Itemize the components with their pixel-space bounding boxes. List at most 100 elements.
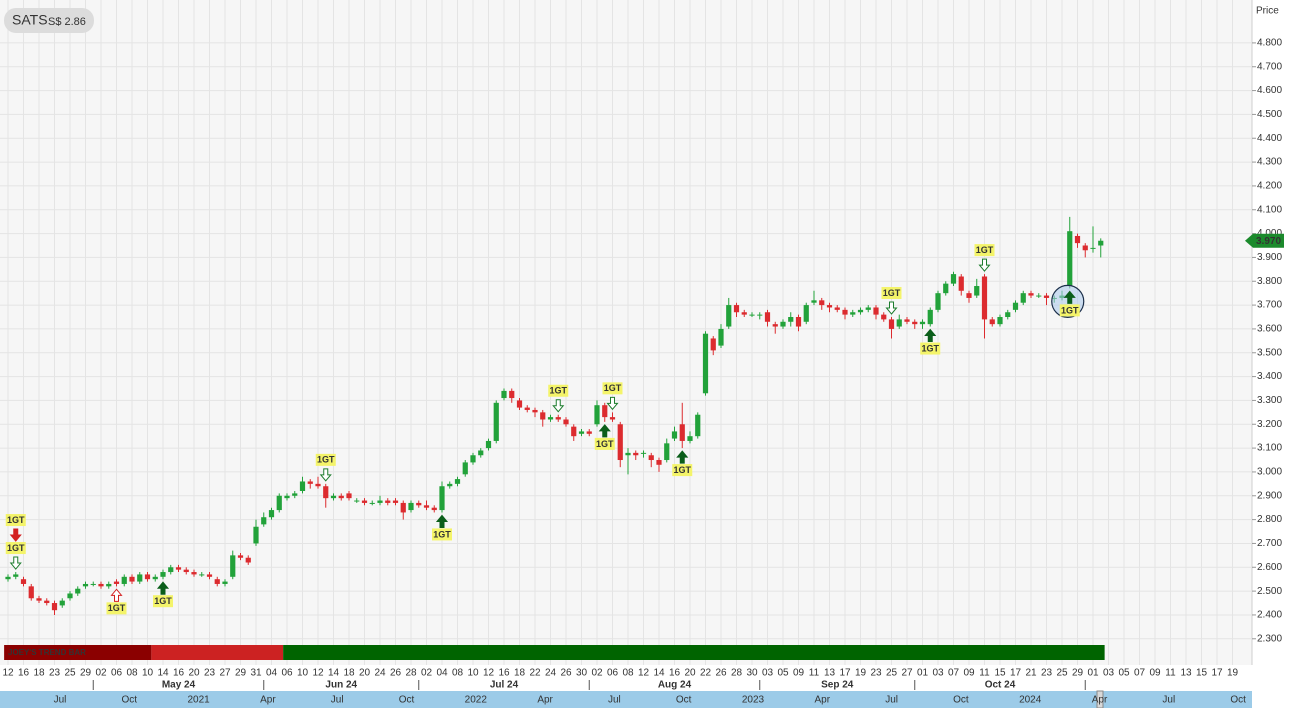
signal-label-box [548, 384, 569, 397]
candle-body [75, 588, 81, 594]
x-tick-label: 21 [1025, 668, 1037, 679]
candle-body [803, 305, 809, 322]
x-tick-label: 02 [95, 668, 107, 679]
x-tick-label: 26 [715, 668, 727, 679]
x-tick-label: 12 [312, 668, 324, 679]
plot-background [0, 0, 1252, 665]
candle-body [447, 483, 453, 487]
candle-body [1098, 240, 1104, 246]
candle-body [385, 500, 391, 503]
candle-body [741, 312, 747, 315]
x-tick-label: 26 [560, 668, 572, 679]
candle-body [369, 502, 375, 504]
navigator-label: 2023 [742, 695, 765, 706]
x-tick-label: 11 [809, 668, 820, 679]
x-tick-label: 04 [266, 668, 278, 679]
candle-body [354, 500, 360, 502]
candle-body [602, 405, 608, 418]
signal-label: 1GT [1061, 305, 1079, 315]
candle-body [772, 324, 778, 327]
candle-body [997, 317, 1003, 325]
signal-label-box [5, 514, 26, 527]
candle-body [702, 333, 709, 394]
candle-body [640, 452, 647, 454]
signal-arrow [9, 556, 22, 570]
signal-label-box [106, 602, 127, 615]
x-tick-label: 10 [467, 668, 479, 679]
x-tick-label: 12 [483, 668, 495, 679]
x-tick-label: 23 [870, 668, 882, 679]
candle-body [284, 495, 290, 499]
y-tick-label: 3.000 [1257, 467, 1282, 478]
x-tick-label: 25 [886, 668, 898, 679]
candle-body [392, 500, 399, 503]
symbol-badge[interactable] [4, 8, 94, 33]
x-tick-label: 25 [1056, 668, 1068, 679]
candle-body [346, 493, 352, 499]
date-axis-background [0, 665, 1292, 691]
candle-body [648, 455, 654, 461]
candle-body [1005, 312, 1011, 318]
x-tick-label: 30 [746, 668, 758, 679]
candle-body [609, 417, 616, 420]
x-tick-label: 30 [576, 668, 588, 679]
candle-body [981, 276, 988, 320]
month-label: Jul 24 [490, 680, 519, 691]
candle-body [160, 572, 166, 577]
signal-label-box [672, 464, 693, 477]
x-tick-label: 16 [498, 668, 510, 679]
candle-body [431, 507, 437, 511]
candle-body [408, 502, 414, 511]
axis-title: Price [1256, 6, 1279, 17]
candle-body [842, 309, 848, 315]
candle-body [90, 583, 96, 585]
x-tick-label: 14 [157, 668, 169, 679]
x-tick-label: 10 [297, 668, 309, 679]
last-price-tag [1245, 233, 1284, 248]
y-tick-label: 4.000 [1257, 228, 1282, 239]
candle-body [555, 417, 561, 420]
candle-body [493, 402, 499, 441]
candle-body [625, 452, 631, 456]
navigator-label: Oct [953, 695, 969, 706]
navigator-handle[interactable] [1096, 690, 1104, 708]
candle-body [245, 557, 251, 563]
navigator-label: Oct [399, 695, 415, 706]
x-tick-label: 11 [1165, 668, 1176, 679]
candle-body [850, 312, 856, 315]
x-tick-label: 12 [2, 668, 14, 679]
navigator-label: Jul [331, 695, 344, 706]
candle-body [516, 400, 523, 408]
candle-body [44, 600, 50, 604]
candle-body [5, 576, 11, 580]
y-tick-label: 4.500 [1257, 109, 1282, 120]
signal-label: 1GT [7, 543, 25, 553]
y-tick-label: 4.600 [1257, 85, 1282, 96]
candle-body [904, 319, 910, 322]
x-tick-label: 13 [824, 668, 836, 679]
x-tick-label: 03 [762, 668, 774, 679]
y-tick-label: 2.400 [1257, 610, 1282, 621]
x-tick-label: 17 [1010, 668, 1022, 679]
x-tick-label: 14 [328, 668, 340, 679]
trend-bar-segment [4, 645, 152, 660]
candle-body [896, 319, 902, 327]
month-label: May 24 [162, 680, 196, 691]
y-tick-label: 4.400 [1257, 133, 1282, 144]
price-axis-background [1252, 0, 1292, 665]
candle-body [199, 574, 205, 576]
navigator[interactable] [0, 691, 1252, 708]
trend-bar-label: JOEY'S TREND BAR [8, 648, 86, 657]
signal-arrow [552, 399, 565, 413]
x-tick-label: 05 [777, 668, 789, 679]
signal-label: 1GT [154, 596, 172, 606]
candle-body [454, 479, 461, 484]
candle-body [1082, 245, 1088, 251]
x-tick-label: 20 [684, 668, 696, 679]
signal-arrow [598, 424, 611, 438]
x-tick-label: 08 [452, 668, 464, 679]
candle-body [710, 338, 716, 351]
candle-body [974, 286, 980, 296]
candle-body [989, 319, 995, 325]
x-tick-label: 23 [49, 668, 61, 679]
